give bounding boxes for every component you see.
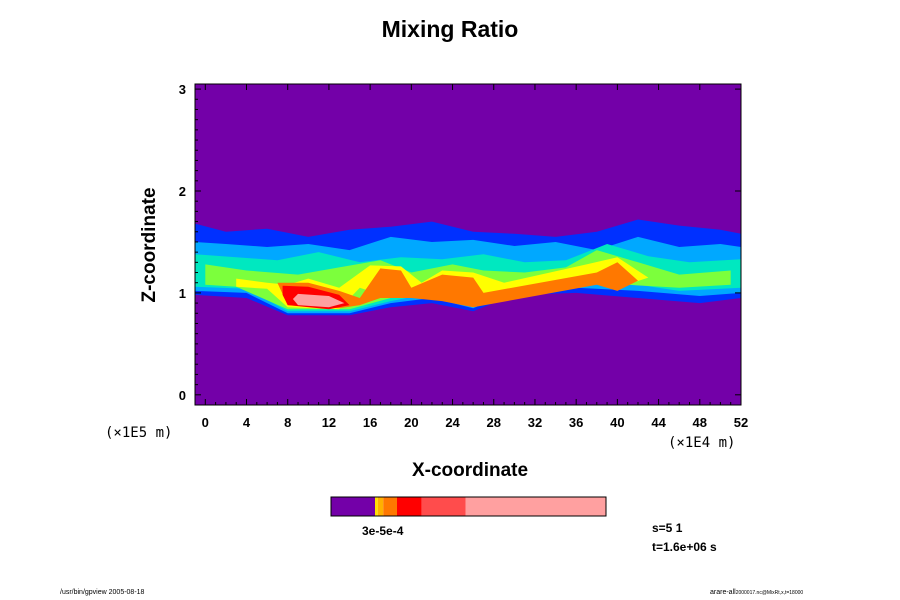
colorbar-segment — [397, 497, 422, 516]
colorbar — [330, 496, 607, 517]
colorbar-labels: 3e-5e-4 — [362, 524, 404, 538]
x-tick-label: 52 — [734, 415, 748, 430]
footer-right: arare-all2000017.nc@MixRt,x,t=18000 — [710, 589, 803, 596]
x-tick-label: 24 — [445, 415, 460, 430]
colorbar-segment — [383, 497, 397, 516]
x-tick-label: 8 — [284, 415, 291, 430]
x-tick-label: 0 — [202, 415, 209, 430]
x-axis: 0 4 8 12 16 20 24 28 32 36 40 44 48 52 — [202, 84, 748, 430]
x-tick-label: 16 — [363, 415, 377, 430]
footer-right-sub: 2000017.nc@MixRt,x,t=18000 — [735, 590, 804, 596]
contour-level-5 — [277, 262, 638, 309]
x-axis-label: X-coordinate — [411, 460, 529, 481]
x-tick-label: 4 — [243, 415, 251, 430]
info-line-2: t=1.6e+06 s — [652, 540, 717, 554]
y-tick-label: 3 — [179, 82, 186, 97]
y-axis-unit: (×1E5 m) — [105, 425, 173, 441]
colorbar-segment — [377, 497, 384, 516]
y-tick-label: 0 — [179, 388, 186, 403]
colorbar-segment — [375, 497, 378, 516]
y-tick-label: 2 — [179, 184, 186, 199]
footer-left: /usr/bin/gpview 2005-08-18 — [60, 589, 145, 596]
info-line-1: s=5 1 — [652, 521, 683, 535]
x-tick-label: 48 — [693, 415, 707, 430]
plot-frame — [194, 83, 742, 406]
colorbar-frame — [330, 496, 607, 517]
plot-area — [194, 83, 742, 406]
footer-right-main: arare-all — [710, 589, 736, 596]
x-tick-label: 32 — [528, 415, 542, 430]
colorbar-segment — [331, 497, 375, 516]
colorbar-segment — [421, 497, 466, 516]
x-tick-label: 12 — [322, 415, 336, 430]
y-tick-label: 1 — [179, 286, 186, 301]
colorbar-segment — [465, 497, 606, 516]
y-axis: 0 1 2 3 — [179, 82, 741, 403]
contour-level-7 — [292, 293, 345, 308]
x-tick-label: 44 — [651, 415, 666, 430]
x-axis-unit: (×1E4 m) — [668, 435, 736, 451]
x-tick-label: 36 — [569, 415, 583, 430]
x-tick-label: 28 — [487, 415, 501, 430]
x-tick-label: 40 — [610, 415, 624, 430]
x-tick-label: 20 — [404, 415, 418, 430]
chart-title: Mixing Ratio — [381, 16, 519, 42]
